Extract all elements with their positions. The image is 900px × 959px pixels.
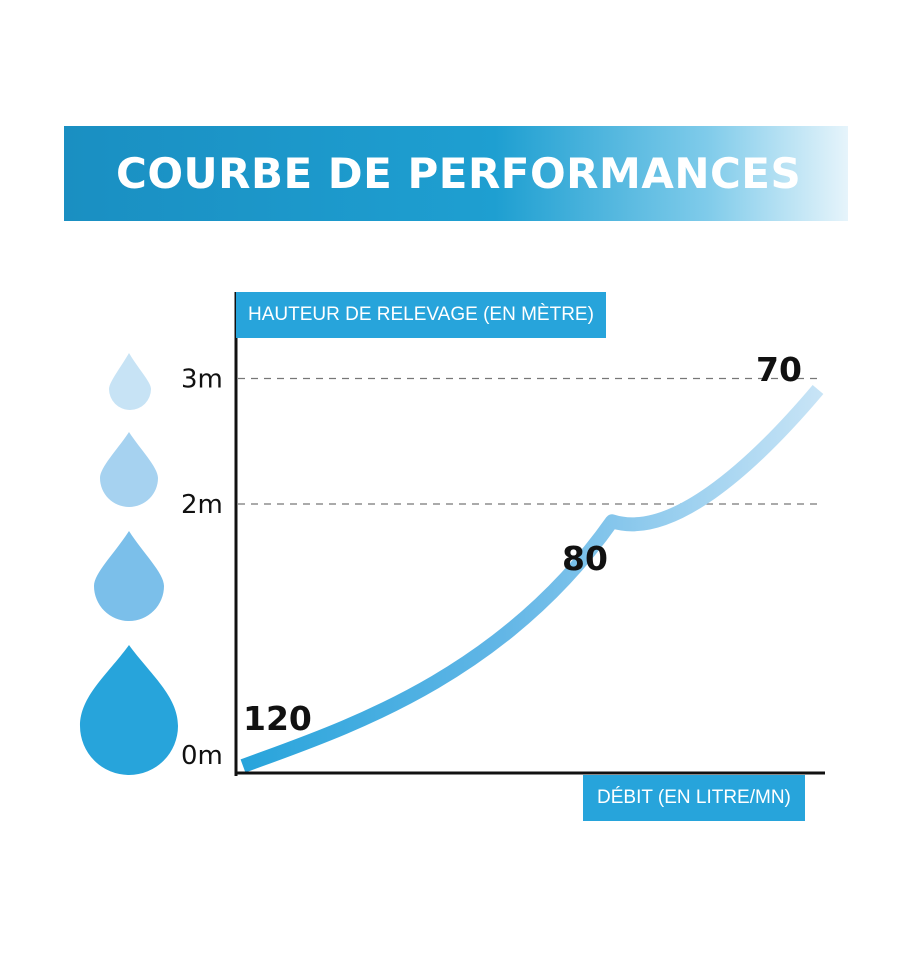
y-tick-labels: 0m 2m 3m [181, 365, 223, 772]
flow-label-70: 70 [756, 350, 802, 389]
water-drop-icon-medium [100, 432, 158, 507]
y-axis-label: HAUTEUR DE RELEVAGE (EN MÈTRE) [236, 292, 606, 338]
page-title: COURBE DE PERFORMANCES [116, 149, 802, 198]
title-banner: COURBE DE PERFORMANCES [64, 126, 848, 221]
water-drop-icon-xlarge [80, 645, 178, 775]
flow-label-80: 80 [562, 539, 608, 578]
performance-curve [240, 384, 824, 773]
grid-lines [238, 377, 820, 505]
water-drop-icon-small [109, 353, 151, 410]
point-labels: 120 80 70 [243, 350, 802, 738]
y-tick-label: 3m [181, 365, 223, 395]
y-tick-label: 2m [181, 490, 223, 520]
y-tick-label: 0m [181, 741, 223, 771]
flow-label-120: 120 [243, 699, 312, 738]
water-drop-icon-large [94, 531, 164, 621]
x-axis-label: DÉBIT (EN LITRE/MN) [583, 775, 805, 821]
